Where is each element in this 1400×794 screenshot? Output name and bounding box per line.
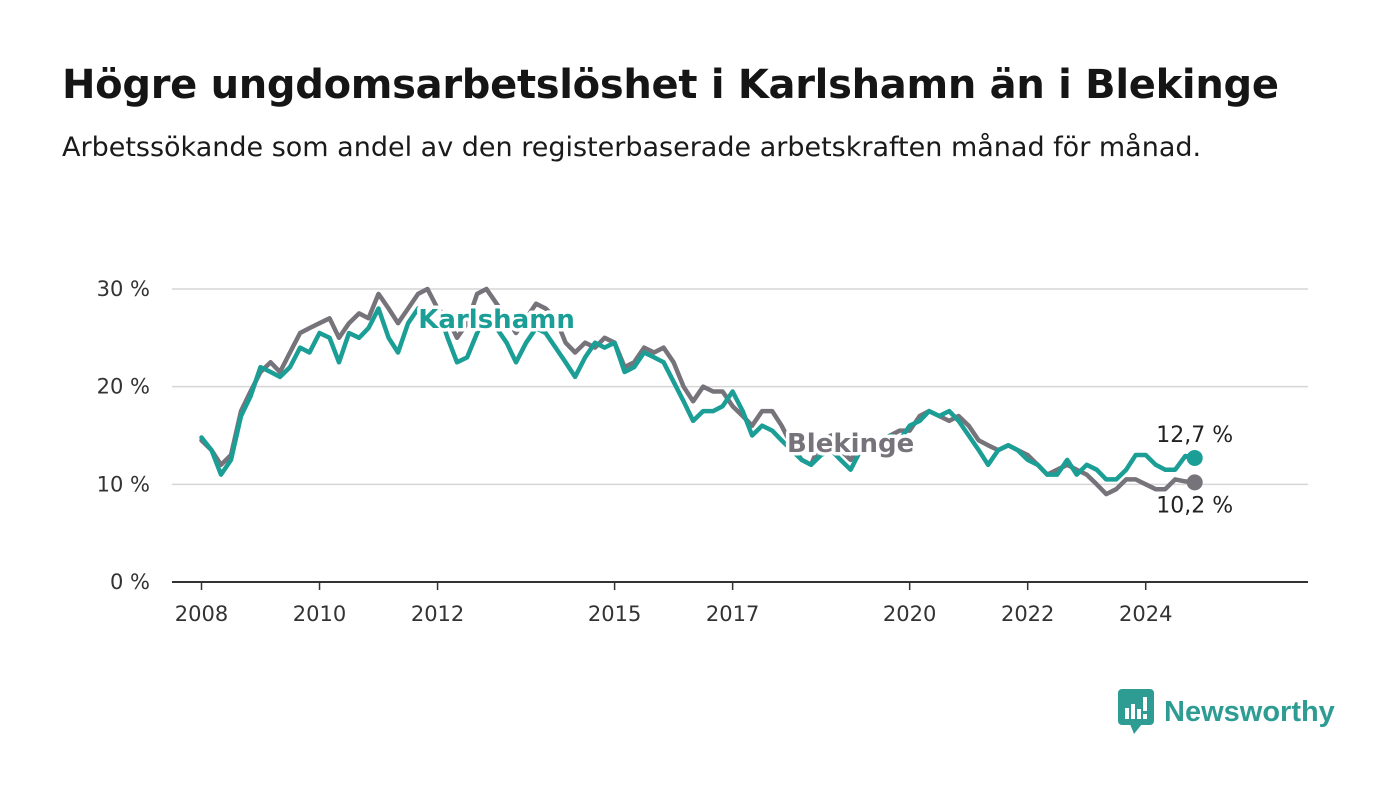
x-tick-label: 2017 xyxy=(706,602,759,626)
y-tick-label: 20 % xyxy=(97,375,150,399)
x-tick-label: 2022 xyxy=(1001,602,1054,626)
chart-title: Högre ungdomsarbetslöshet i Karlshamn än… xyxy=(62,62,1279,108)
y-tick-label: 30 % xyxy=(97,277,150,301)
newsworthy-logo-icon xyxy=(1118,689,1154,734)
x-tick-label: 2010 xyxy=(293,602,346,626)
series-lines xyxy=(199,286,1203,497)
end-value-label-blekinge: 10,2 % xyxy=(1156,493,1233,518)
y-tick-label: 10 % xyxy=(97,472,150,496)
series-labels: Blekinge Karlshamn 10,2 % 12,7 % xyxy=(415,302,1236,521)
chart-subtitle: Arbetssökande som andel av den registerb… xyxy=(62,132,1202,163)
x-tick-label: 2020 xyxy=(883,602,936,626)
x-tick-label: 2015 xyxy=(588,602,641,626)
series-label-karlshamn: Karlshamn xyxy=(418,305,575,335)
x-tick-label: 2012 xyxy=(411,602,464,626)
brand-name: Newsworthy xyxy=(1164,695,1335,728)
end-point-blekinge xyxy=(1186,474,1203,491)
end-point-karlshamn xyxy=(1186,449,1203,466)
series-line-karlshamn xyxy=(199,306,1197,482)
x-tick-label: 2024 xyxy=(1119,602,1172,626)
newsworthy-brand: Newsworthy xyxy=(1118,688,1335,736)
series-line-blekinge xyxy=(199,286,1197,497)
end-value-label-karlshamn: 12,7 % xyxy=(1156,423,1233,448)
x-axis-ticks: 2008 2010 2012 2015 2017 2020 2022 2024 xyxy=(175,582,1172,626)
y-tick-label: 0 % xyxy=(110,570,150,594)
y-axis-ticks: 0 % 10 % 20 % 30 % xyxy=(97,277,150,594)
x-tick-label: 2008 xyxy=(175,602,228,626)
series-label-blekinge: Blekinge xyxy=(787,429,914,459)
